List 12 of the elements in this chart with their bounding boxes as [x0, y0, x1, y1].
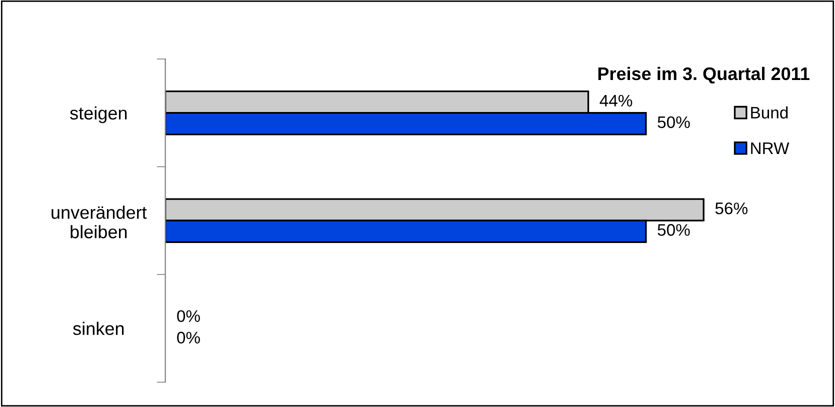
data-label: 0%	[177, 332, 200, 344]
data-label: 56%	[715, 202, 748, 214]
y-tick-label: unverändert bleiben	[52, 206, 147, 238]
legend-label: Bund	[751, 106, 788, 119]
legend-label: NRW	[751, 142, 790, 154]
data-label: 50%	[658, 116, 690, 128]
y-tick-label: sinken	[73, 322, 124, 336]
chart-title: Preise im 3. Quartal 2011	[598, 66, 810, 84]
data-label: 50%	[658, 224, 690, 236]
data-label: 0%	[177, 310, 200, 322]
data-label: 44%	[600, 94, 632, 107]
y-tick-label: steigen	[70, 106, 127, 124]
